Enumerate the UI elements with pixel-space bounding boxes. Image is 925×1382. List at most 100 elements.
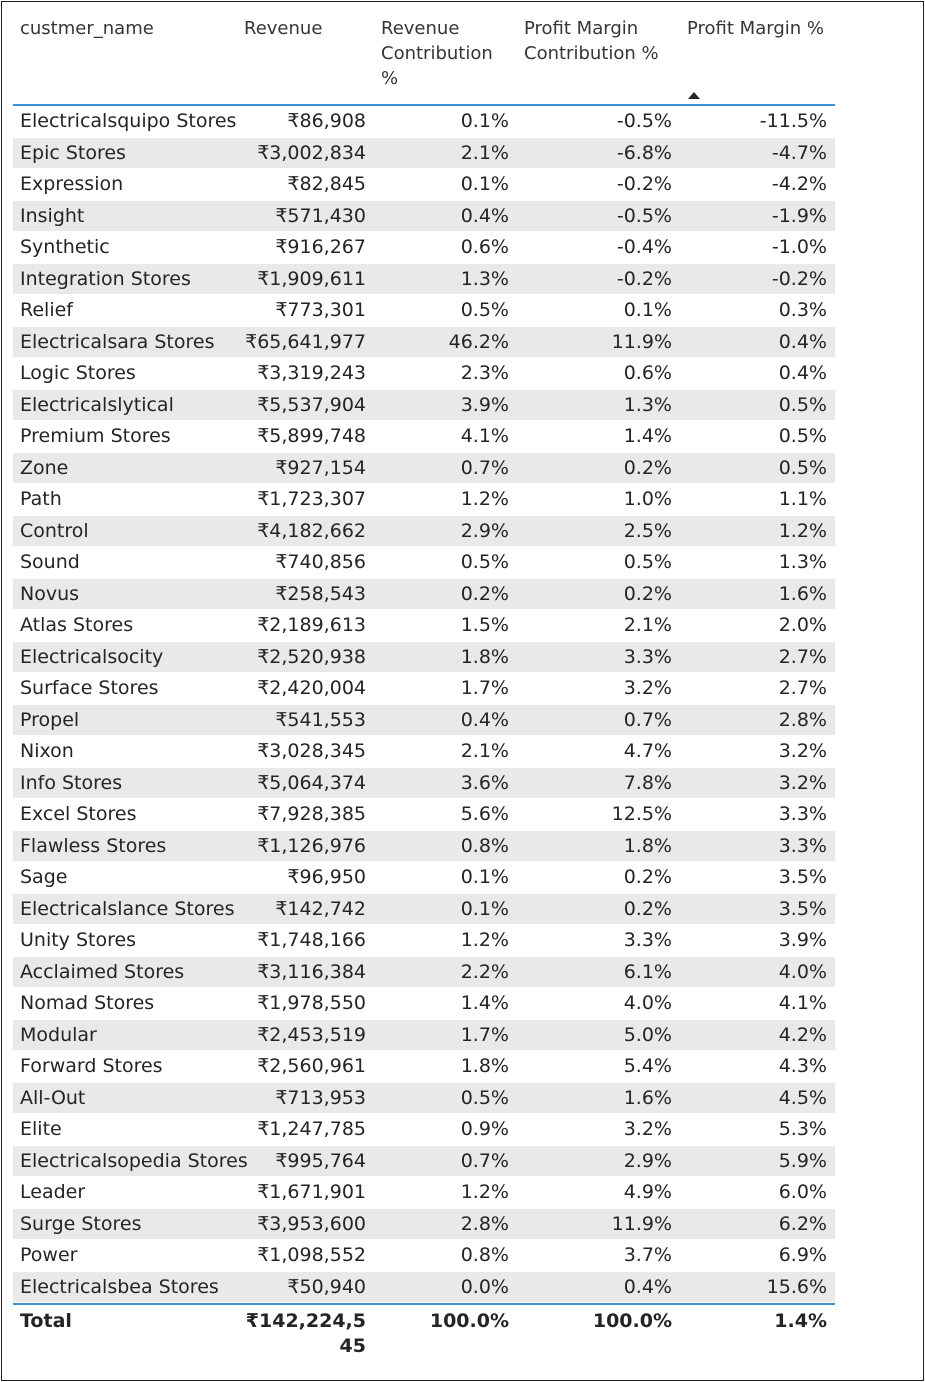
cell-revenue: ₹1,978,550 <box>257 992 366 1014</box>
cell-profit-margin-contribution: 4.7% <box>623 740 672 762</box>
table-row[interactable]: Nixon ₹3,028,345 2.1% 4.7% 3.2% <box>13 736 835 768</box>
cell-profit-margin: 3.5% <box>778 866 827 888</box>
cell-customer-name: Acclaimed Stores <box>20 960 185 983</box>
cell-profit-margin: 0.5% <box>778 456 827 479</box>
table-row[interactable]: Electricalsbea Stores ₹50,940 0.0% 0.4% 15.6… <box>13 1271 835 1303</box>
cell-revenue: ₹82,845 <box>287 173 366 195</box>
table-row[interactable]: Electricalslance Stores ₹142,742 0.1% 0.2% 3… <box>13 893 835 925</box>
table-row[interactable]: Relief ₹773,301 0.5% 0.1% 0.3% <box>13 295 835 327</box>
table-row[interactable]: Unity Stores ₹1,748,166 1.2% 3.3% 3.9% <box>13 925 835 957</box>
cell-revenue-contribution: 2.3% <box>460 362 509 384</box>
cell-revenue: ₹571,430 <box>275 204 366 227</box>
cell-revenue: ₹5,899,748 <box>257 425 366 447</box>
table-row[interactable]: Path ₹1,723,307 1.2% 1.0% 1.1% <box>13 484 835 516</box>
table-row[interactable]: Electricalsocity ₹2,520,938 1.8% 3.3% 2.7% <box>13 641 835 673</box>
table-row[interactable]: Propel ₹541,553 0.4% 0.7% 2.8% <box>13 704 835 736</box>
cell-revenue-contribution: 4.1% <box>460 425 509 447</box>
table-row[interactable]: Premium Stores ₹5,899,748 4.1% 1.4% 0.5% <box>13 421 835 453</box>
cell-profit-margin: 4.0% <box>778 960 827 983</box>
table-row[interactable]: Electricalsopedia Stores ₹995,764 0.7% 2.9%… <box>13 1145 835 1177</box>
cell-customer-name: Electricalsopedia Stores <box>20 1149 248 1172</box>
table-row[interactable]: Epic Stores ₹3,002,834 2.1% -6.8% -4.7% <box>13 137 835 169</box>
table-row[interactable]: Surface Stores ₹2,420,004 1.7% 3.2% 2.7% <box>13 673 835 705</box>
cell-revenue: ₹1,247,785 <box>257 1118 366 1140</box>
total-revenue-contribution: 100.0% <box>429 1310 509 1332</box>
cell-profit-margin: 0.4% <box>778 330 827 353</box>
cell-revenue-contribution: 1.2% <box>460 1181 509 1203</box>
table-row[interactable]: Surge Stores ₹3,953,600 2.8% 11.9% 6.2% <box>13 1208 835 1240</box>
cell-profit-margin-contribution: 4.0% <box>623 992 672 1014</box>
cell-profit-margin: 6.0% <box>778 1181 827 1203</box>
cell-revenue: ₹1,098,552 <box>257 1244 366 1266</box>
cell-revenue-contribution: 0.8% <box>460 1244 509 1266</box>
cell-revenue-contribution: 1.3% <box>460 267 509 290</box>
cell-profit-margin: 0.3% <box>778 299 827 321</box>
table-row[interactable]: Insight ₹571,430 0.4% -0.5% -1.9% <box>13 200 835 232</box>
table-row[interactable]: Novus ₹258,543 0.2% 0.2% 1.6% <box>13 578 835 610</box>
table-row[interactable]: Power ₹1,098,552 0.8% 3.7% 6.9% <box>13 1240 835 1272</box>
cell-revenue: ₹3,116,384 <box>257 960 366 983</box>
sort-ascending-icon[interactable] <box>688 92 700 99</box>
cell-customer-name: Nomad Stores <box>20 992 155 1014</box>
cell-profit-margin-contribution: 0.2% <box>623 866 672 888</box>
cell-revenue-contribution: 2.8% <box>460 1212 509 1235</box>
column-header-profit-margin-contribution[interactable]: Profit Margin Contribution % <box>524 18 659 64</box>
table-header: custmer_name Revenue Revenue Contributio… <box>13 2 835 106</box>
table-row[interactable]: Integration Stores ₹1,909,611 1.3% -0.2% -0.… <box>13 263 835 295</box>
cell-customer-name: Zone <box>20 456 69 479</box>
table-row[interactable]: Electricalsquipo Stores ₹86,908 0.1% -0.5% -… <box>13 106 835 138</box>
cell-profit-margin-contribution: 3.7% <box>623 1244 672 1266</box>
table-row[interactable]: Logic Stores ₹3,319,243 2.3% 0.6% 0.4% <box>13 358 835 390</box>
cell-profit-margin: 2.7% <box>778 645 827 668</box>
table-row[interactable]: Elite ₹1,247,785 0.9% 3.2% 5.3% <box>13 1114 835 1146</box>
cell-revenue-contribution: 5.6% <box>460 803 509 825</box>
cell-profit-margin-contribution: 7.8% <box>623 771 672 794</box>
table-row[interactable]: Acclaimed Stores ₹3,116,384 2.2% 6.1% 4.0% <box>13 956 835 988</box>
table-row[interactable]: Electricalsara Stores ₹65,641,977 46.2% 11.… <box>13 326 835 358</box>
table-row[interactable]: Zone ₹927,154 0.7% 0.2% 0.5% <box>13 452 835 484</box>
table-row[interactable]: Atlas Stores ₹2,189,613 1.5% 2.1% 2.0% <box>13 610 835 642</box>
cell-customer-name: Novus <box>20 582 80 605</box>
column-header-revenue-contribution[interactable]: Revenue Contribution % <box>381 18 493 89</box>
table-row[interactable]: Synthetic ₹916,267 0.6% -0.4% -1.0% <box>13 232 835 264</box>
cell-profit-margin-contribution: 11.9% <box>611 1212 672 1235</box>
cell-revenue-contribution: 0.4% <box>460 708 509 731</box>
table-row[interactable]: Sound ₹740,856 0.5% 0.5% 1.3% <box>13 547 835 579</box>
cell-profit-margin: 3.2% <box>778 740 827 762</box>
cell-revenue: ₹7,928,385 <box>257 803 366 825</box>
column-header-profit-margin[interactable]: Profit Margin % <box>687 18 824 39</box>
cell-profit-margin: 3.5% <box>778 897 827 920</box>
cell-profit-margin-contribution: 1.3% <box>623 393 672 416</box>
table-row[interactable]: Sage ₹96,950 0.1% 0.2% 3.5% <box>13 862 835 894</box>
table-row[interactable]: Nomad Stores ₹1,978,550 1.4% 4.0% 4.1% <box>13 988 835 1020</box>
table-row[interactable]: Modular ₹2,453,519 1.7% 5.0% 4.2% <box>13 1019 835 1051</box>
table-row[interactable]: Electricalslytical ₹5,537,904 3.9% 1.3% 0.5% <box>13 389 835 421</box>
table-row[interactable]: Flawless Stores ₹1,126,976 0.8% 1.8% 3.3% <box>13 830 835 862</box>
table-row[interactable]: Excel Stores ₹7,928,385 5.6% 12.5% 3.3% <box>13 799 835 831</box>
cell-customer-name: Leader <box>20 1181 86 1203</box>
cell-revenue-contribution: 1.8% <box>460 1055 509 1077</box>
cell-customer-name: Power <box>20 1244 78 1266</box>
cell-profit-margin: 3.2% <box>778 771 827 794</box>
table-row[interactable]: Forward Stores ₹2,560,961 1.8% 5.4% 4.3% <box>13 1051 835 1083</box>
cell-profit-margin-contribution: 0.2% <box>623 582 672 605</box>
cell-revenue-contribution: 0.0% <box>460 1275 509 1298</box>
cell-profit-margin-contribution: -0.5% <box>616 204 672 227</box>
cell-profit-margin-contribution: 0.1% <box>623 299 672 321</box>
table-row[interactable]: Expression ₹82,845 0.1% -0.2% -4.2% <box>13 169 835 201</box>
column-header-customer-name[interactable]: custmer_name <box>20 18 154 39</box>
cell-profit-margin: 6.9% <box>778 1244 827 1266</box>
table-row[interactable]: Leader ₹1,671,901 1.2% 4.9% 6.0% <box>13 1177 835 1209</box>
column-header-revenue[interactable]: Revenue <box>244 18 323 39</box>
cell-revenue-contribution: 2.1% <box>460 141 509 164</box>
table-row[interactable]: Info Stores ₹5,064,374 3.6% 7.8% 3.2% <box>13 767 835 799</box>
cell-revenue: ₹4,182,662 <box>257 519 366 542</box>
cell-revenue: ₹96,950 <box>287 866 366 888</box>
cell-revenue: ₹2,560,961 <box>257 1055 366 1077</box>
cell-revenue: ₹2,420,004 <box>257 677 366 699</box>
cell-customer-name: Relief <box>20 299 73 321</box>
table-row[interactable]: All-Out ₹713,953 0.5% 1.6% 4.5% <box>13 1082 835 1114</box>
table-row[interactable]: Control ₹4,182,662 2.9% 2.5% 1.2% <box>13 515 835 547</box>
cell-customer-name: Electricalslance Stores <box>20 897 235 920</box>
cell-customer-name: Excel Stores <box>20 803 137 825</box>
